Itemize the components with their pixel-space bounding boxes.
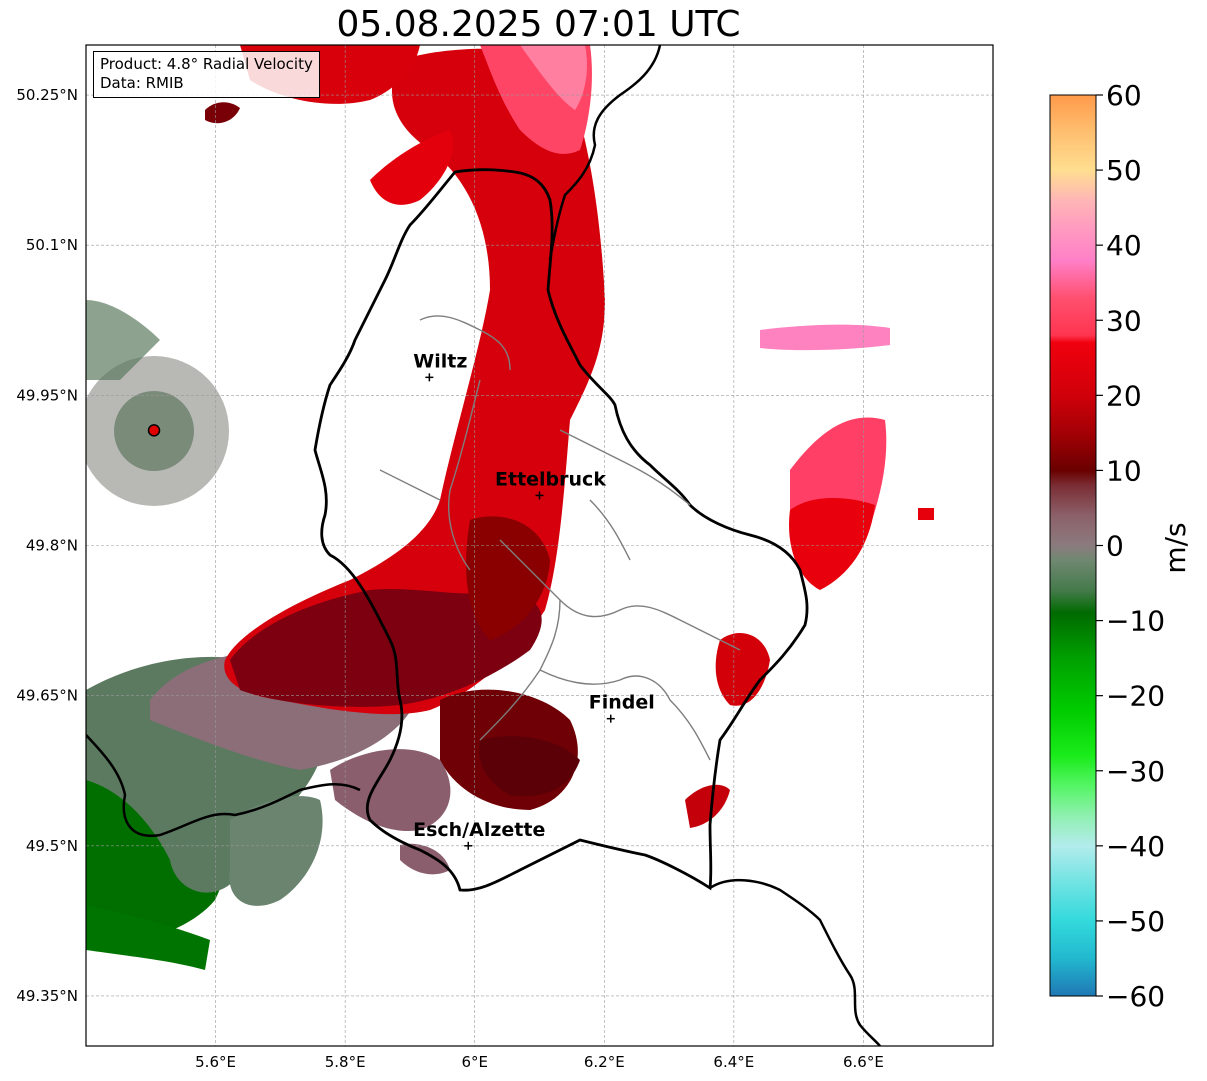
echo-gray-south bbox=[330, 749, 451, 831]
canton-borders bbox=[379, 315, 741, 761]
country-border-luxembourg bbox=[313, 168, 809, 892]
lat-tick-label: 49.35°N bbox=[16, 987, 78, 1005]
plot-frame bbox=[85, 44, 994, 1047]
lon-tick-labels: 5.6°E 5.8°E 6°E 6.2°E 6.4°E 6.6°E bbox=[195, 1053, 884, 1071]
echo-darkred-inner bbox=[466, 516, 550, 640]
gridlines bbox=[86, 45, 993, 1046]
echo-darkred-nw bbox=[205, 102, 240, 124]
lon-tick-label: 6.4°E bbox=[713, 1053, 754, 1071]
echo-red-east-point bbox=[918, 508, 934, 520]
city-ettelbruck: Ettelbruck bbox=[495, 468, 606, 500]
echo-red-east-small bbox=[715, 632, 770, 706]
echo-darkred-south2 bbox=[479, 736, 580, 797]
lon-tick-label: 5.6°E bbox=[195, 1053, 236, 1071]
colorbar-tick-label: −20 bbox=[1106, 680, 1165, 713]
colorbar-tick-label: 50 bbox=[1106, 154, 1142, 187]
lat-tick-label: 50.25°N bbox=[16, 86, 78, 104]
colorbar-gradient bbox=[1049, 94, 1097, 997]
colorbar-tick-label: 10 bbox=[1106, 454, 1142, 487]
colorbar-tick-label: −50 bbox=[1106, 905, 1165, 938]
echo-pink-east-top bbox=[760, 324, 890, 351]
colorbar-tick-label: 20 bbox=[1106, 379, 1142, 412]
colorbar: 60 50 40 30 20 10 0 −10 −20 −30 −40 −50 −60 m/s bbox=[1049, 79, 1192, 1013]
echo-lightpink-north bbox=[520, 45, 587, 110]
lat-tick-label: 49.95°N bbox=[16, 386, 78, 404]
colorbar-unit-label: m/s bbox=[1159, 522, 1192, 573]
city-findel: Findel bbox=[589, 692, 655, 723]
colorbar-tick-label: −40 bbox=[1106, 830, 1165, 863]
city-markers: Wiltz Ettelbruck Findel Esch/Alzette bbox=[413, 350, 655, 850]
echo-darkred-band bbox=[230, 588, 542, 707]
lon-tick-label: 6.2°E bbox=[584, 1053, 625, 1071]
border-belgium-south bbox=[86, 734, 361, 838]
lat-tick-label: 49.8°N bbox=[26, 537, 78, 555]
colorbar-tick-label: −60 bbox=[1106, 980, 1165, 1013]
colorbar-tick-label: 30 bbox=[1106, 304, 1142, 337]
lat-tick-label: 50.1°N bbox=[26, 236, 78, 254]
lon-tick-label: 5.8°E bbox=[325, 1053, 366, 1071]
lat-tick-label: 49.65°N bbox=[16, 687, 78, 705]
lon-tick-label: 6°E bbox=[461, 1053, 488, 1071]
city-wiltz: Wiltz bbox=[413, 350, 467, 382]
echo-red-east bbox=[789, 498, 875, 590]
city-label: Wiltz bbox=[413, 350, 467, 372]
echo-red-north-left bbox=[370, 130, 454, 205]
city-label: Esch/Alzette bbox=[413, 819, 545, 841]
clutter-west bbox=[86, 300, 160, 380]
colorbar-tick-label: 60 bbox=[1106, 79, 1142, 112]
echo-gray-esch bbox=[400, 843, 450, 875]
borders bbox=[86, 45, 881, 1046]
colorbar-tick-label: −10 bbox=[1106, 605, 1165, 638]
radar-site-marker bbox=[147, 424, 161, 437]
lon-tick-label: 6.6°E bbox=[843, 1053, 884, 1071]
city-label: Findel bbox=[589, 692, 655, 714]
echo-green-far-sw bbox=[86, 905, 210, 970]
lat-tick-label: 49.5°N bbox=[26, 837, 78, 855]
city-label: Ettelbruck bbox=[495, 468, 606, 490]
info-data-source: Data: RMIB bbox=[100, 74, 184, 92]
colorbar-ticks: 60 50 40 30 20 10 0 −10 −20 −30 −40 −50 −60 bbox=[1096, 79, 1165, 1013]
echo-gray-green-south bbox=[229, 796, 323, 906]
lat-tick-labels: 50.25°N 50.1°N 49.95°N 49.8°N 49.65°N 49.5°N 4… bbox=[16, 86, 78, 1005]
echo-red-east-bottom bbox=[685, 784, 730, 828]
city-esch-alzette: Esch/Alzette bbox=[413, 819, 545, 850]
info-box: Product: 4.8° Radial Velocity Data: RMIB bbox=[93, 51, 320, 98]
colorbar-tick-label: 0 bbox=[1106, 530, 1124, 563]
colorbar-tick-label: −30 bbox=[1106, 755, 1165, 788]
colorbar-tick-label: 40 bbox=[1106, 229, 1142, 262]
border-east-germany bbox=[548, 45, 881, 1046]
map-title: 05.08.2025 07:01 UTC bbox=[336, 4, 741, 45]
info-product: Product: 4.8° Radial Velocity bbox=[100, 55, 313, 73]
